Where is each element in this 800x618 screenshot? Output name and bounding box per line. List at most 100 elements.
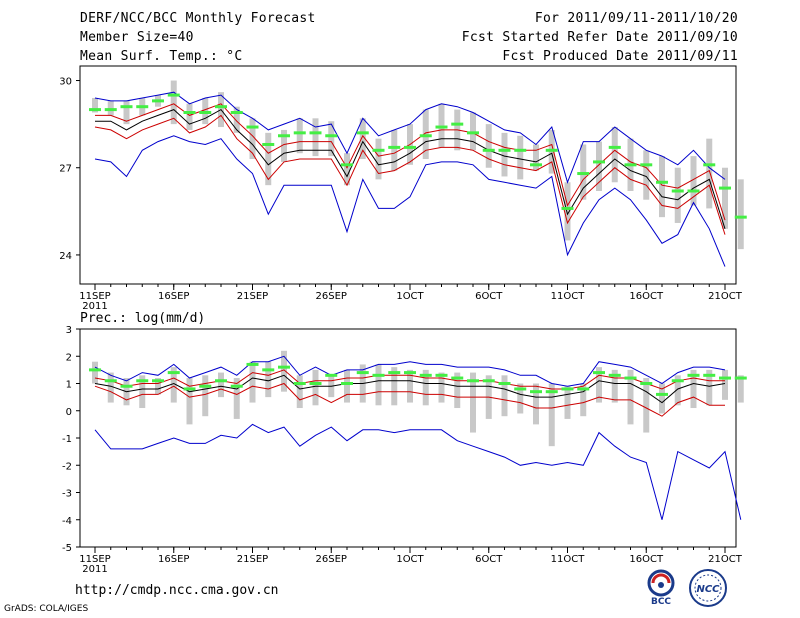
- series-line-spread_lower: [94, 114, 726, 235]
- ncc-logo: NCC: [686, 568, 730, 608]
- x-tick-label: 11SEP: [79, 554, 110, 565]
- member-range-bar: [375, 364, 382, 406]
- member-range-bar: [328, 121, 335, 157]
- y-tick-label: -2: [62, 461, 72, 472]
- source-url[interactable]: http://cmdp.ncc.cma.gov.cn: [75, 583, 279, 598]
- y-tick-label: 1: [66, 380, 72, 391]
- y-tick-label: 30: [59, 77, 72, 88]
- member-range-bar: [170, 80, 177, 125]
- member-range-bar: [533, 144, 539, 171]
- member-range-bar: [611, 127, 618, 183]
- member-range-bar: [722, 167, 728, 229]
- member-range-bar: [564, 182, 571, 241]
- y-tick-label: 24: [59, 251, 72, 262]
- y-tick-label: 27: [59, 164, 72, 175]
- plot-frame: [79, 65, 737, 285]
- x-tick-label: 21SEP: [237, 554, 268, 565]
- series-line-max: [94, 91, 726, 184]
- member-range-bar: [139, 375, 146, 409]
- bcc-logo: BCC: [640, 568, 682, 607]
- forecast-period: For 2011/09/11-2011/10/20: [534, 11, 738, 26]
- member-range-bar: [690, 369, 697, 409]
- bcc-logo-text: BCC: [651, 597, 671, 606]
- member-range-bar: [659, 383, 665, 414]
- x-tick-label: 11OCT: [551, 291, 586, 302]
- member-range-bar: [265, 361, 272, 398]
- member-range-bar: [186, 103, 193, 130]
- member-range-bar: [722, 369, 728, 400]
- member-range-bar: [359, 118, 366, 160]
- member-range-bar: [564, 386, 571, 419]
- member-range-bar: [643, 378, 650, 433]
- member-range-bar: [501, 375, 508, 417]
- member-range-bar: [737, 179, 744, 250]
- y-tick-label: -1: [62, 434, 72, 445]
- member-range-bar: [407, 369, 413, 403]
- y-tick-label: -4: [62, 516, 72, 527]
- x-tick-label: 11OCT: [551, 554, 586, 565]
- series-line-mean: [95, 108, 726, 229]
- x-tick-label: 21OCT: [708, 291, 743, 302]
- start-refer-date: Fcst Started Refer Date 2011/09/10: [461, 30, 738, 45]
- y-tick-label: 2: [66, 352, 72, 363]
- member-range-bar: [674, 167, 681, 223]
- series-line-spread_lower: [94, 382, 725, 417]
- y-tick-label: -5: [62, 543, 72, 554]
- member-range-bar: [596, 367, 602, 403]
- member-range-bar: [659, 156, 665, 218]
- member-range-bar: [344, 153, 350, 186]
- x-tick-label: 16OCT: [629, 554, 664, 565]
- member-range-bar: [344, 369, 350, 403]
- x-tick-year: 2011: [82, 301, 107, 312]
- member-range-bar: [92, 97, 98, 113]
- y-tick-label: 3: [66, 325, 72, 336]
- x-tick-label: 16SEP: [158, 554, 189, 565]
- x-tick-label: 21OCT: [708, 554, 743, 565]
- member-range-bar: [233, 106, 240, 133]
- member-range-bar: [611, 369, 618, 403]
- member-range-bar: [422, 369, 429, 406]
- member-range-bar: [218, 372, 224, 398]
- member-range-bar: [533, 383, 539, 425]
- x-tick-year: 2011: [82, 564, 107, 575]
- member-range-bar: [674, 375, 681, 406]
- member-range-bar: [517, 135, 524, 180]
- series-line-max: [94, 355, 726, 387]
- x-tick-label: 16SEP: [158, 291, 189, 302]
- member-range-bar: [312, 369, 319, 406]
- member-range-bar: [375, 138, 382, 180]
- member-range-bar: [706, 138, 713, 209]
- chart-title: DERF/NCC/BCC Monthly Forecast: [80, 11, 316, 26]
- ncc-logo-text: NCC: [696, 584, 720, 595]
- member-size: Member Size=40: [80, 30, 194, 45]
- member-range-bar: [281, 350, 287, 392]
- x-tick-label: 1OCT: [396, 554, 424, 565]
- member-range-bar: [249, 361, 256, 403]
- series-line-mean: [94, 374, 726, 404]
- member-range-bar: [548, 383, 555, 447]
- member-range-bar: [233, 378, 240, 419]
- x-tick-label: 1OCT: [396, 291, 424, 302]
- x-tick-label: 6OCT: [475, 291, 503, 302]
- member-range-bar: [92, 361, 98, 384]
- member-range-bar: [517, 383, 524, 414]
- member-range-bar: [296, 375, 303, 409]
- y-tick-label: 0: [66, 407, 72, 418]
- member-range-bar: [391, 129, 398, 171]
- member-range-bar: [296, 118, 303, 154]
- member-range-bar: [202, 375, 209, 417]
- member-range-bar: [170, 367, 177, 403]
- x-tick-label: 11SEP: [79, 291, 110, 302]
- member-range-bar: [706, 369, 713, 406]
- series-line-min: [94, 423, 742, 520]
- x-tick-label: 21SEP: [237, 291, 268, 302]
- x-tick-label: 26SEP: [316, 554, 347, 565]
- member-range-bar: [123, 100, 130, 125]
- member-range-bar: [186, 378, 193, 425]
- member-range-bar: [155, 378, 161, 395]
- member-range-bar: [596, 141, 602, 191]
- series-line-spread_upper: [94, 369, 725, 390]
- x-tick-label: 16OCT: [629, 291, 664, 302]
